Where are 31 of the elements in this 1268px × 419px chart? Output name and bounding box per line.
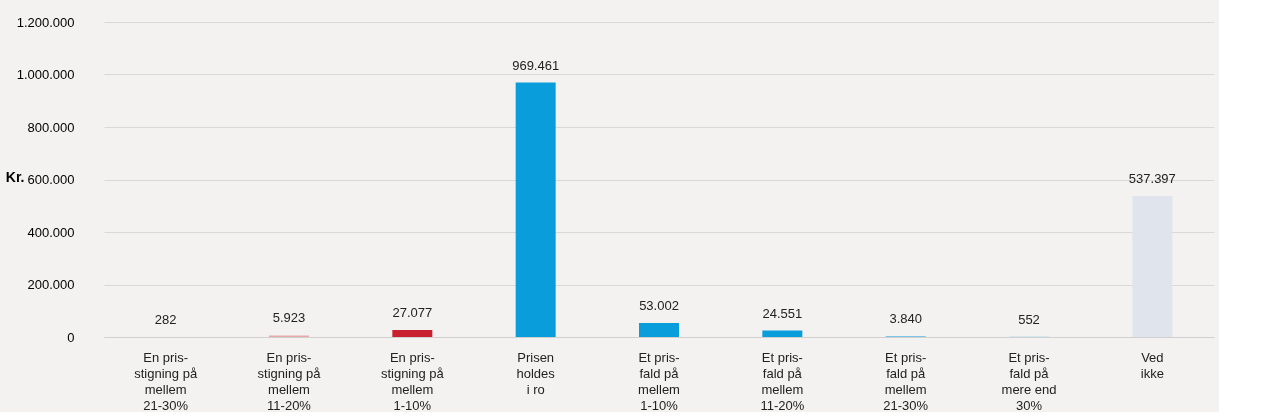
bar: [515, 82, 556, 337]
bar: [762, 330, 803, 337]
y-tick-label: 0: [67, 329, 75, 345]
data-label: 5.923: [272, 310, 306, 326]
x-tick-label: Ved ikke: [1140, 349, 1164, 381]
data-label: 24.551: [762, 305, 803, 321]
x-tick-label: En pris- stigning på mellem 11-20%: [257, 349, 322, 413]
data-label: 537.397: [1128, 170, 1176, 186]
x-tick-label: Et pris- fald på mellem 11-20%: [760, 349, 805, 413]
bar: [1132, 195, 1173, 337]
y-tick-label: 600.000: [27, 172, 75, 187]
data-label: 3.840: [889, 310, 922, 326]
x-tick-label: Et pris- fald på mellem 1-10%: [638, 349, 680, 413]
x-tick-label: En pris- stigning på mellem 21-30%: [134, 349, 198, 413]
x-tick-label: Et pris- fald på mere end 30%: [1001, 349, 1057, 413]
x-tick-label: Prisen holdes i ro: [516, 349, 556, 397]
y-tick-label: 200.000: [27, 277, 75, 292]
x-tick-label: Et pris- fald på mellem 21-30%: [883, 349, 929, 413]
bar: [392, 329, 433, 337]
data-label: 27.077: [392, 304, 433, 320]
data-label: 552: [1018, 311, 1040, 327]
y-axis-title: Kr.: [5, 168, 25, 185]
bar: [639, 323, 679, 337]
data-label: 969.461: [512, 57, 560, 73]
y-tick-label: 1.200.000: [16, 14, 75, 30]
y-tick-label: 800.000: [27, 119, 75, 135]
data-label: 282: [154, 311, 177, 327]
y-tick-label: 1.000.000: [16, 67, 75, 82]
x-tick-label: En pris- stigning på mellem 1-10%: [380, 349, 445, 413]
y-tick-label: 400.000: [27, 224, 75, 240]
data-label: 53.002: [639, 298, 679, 314]
